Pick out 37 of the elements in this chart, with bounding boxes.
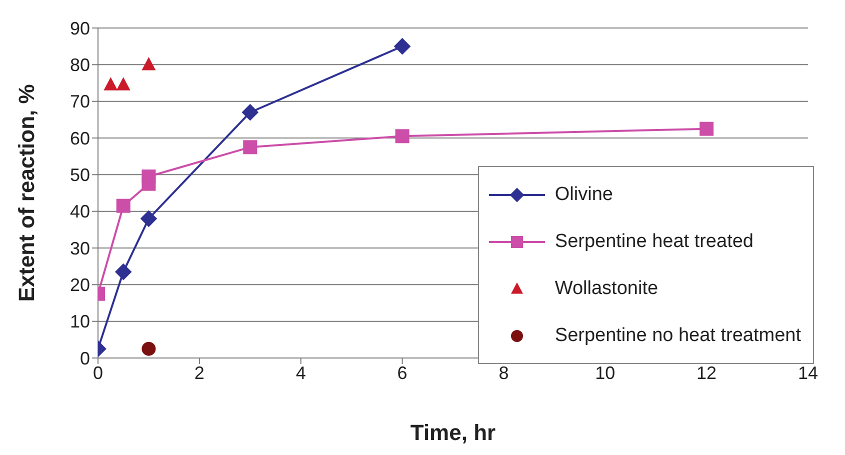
point [104, 77, 118, 90]
x-tick-label: 2 [194, 362, 204, 383]
point [700, 122, 714, 136]
y-tick-label: 70 [70, 92, 90, 112]
legend-label: Wollastonite [554, 278, 658, 300]
y-tick-label: 0 [80, 348, 90, 368]
y-tick-label: 40 [70, 202, 90, 222]
point [395, 129, 410, 144]
y-tick-label: 20 [70, 275, 90, 296]
x-axis-title: Time, hr [410, 420, 496, 445]
x-tick-label: 8 [498, 362, 509, 383]
y-tick-label: 30 [70, 238, 90, 258]
point [116, 77, 130, 90]
x-tick-label: 0 [92, 362, 104, 383]
legend-label: Serpentine no heat treatment [554, 324, 801, 346]
legend-label: Olivine [554, 184, 613, 206]
y-axis-title: Extent of reaction, % [14, 84, 39, 302]
x-tick-label: 6 [397, 362, 408, 383]
x-tick-label: 12 [696, 362, 717, 383]
y-tick-label: 60 [70, 128, 90, 148]
y-tick-label: 80 [70, 55, 90, 76]
x-tick-label: 10 [595, 362, 616, 383]
point [142, 342, 156, 356]
point [140, 210, 158, 228]
point [394, 38, 411, 55]
legend-label: Serpentine heat treated [554, 230, 754, 252]
point [142, 170, 156, 184]
point [116, 198, 130, 213]
point [242, 104, 259, 121]
y-tick-label: 10 [70, 312, 90, 332]
y-tick-label: 50 [70, 165, 90, 186]
y-tick-label: 90 [70, 18, 90, 38]
point [114, 263, 132, 280]
point [243, 140, 258, 154]
point [142, 56, 156, 70]
x-tick-label: 14 [798, 362, 818, 383]
x-tick-label: 4 [296, 362, 306, 383]
